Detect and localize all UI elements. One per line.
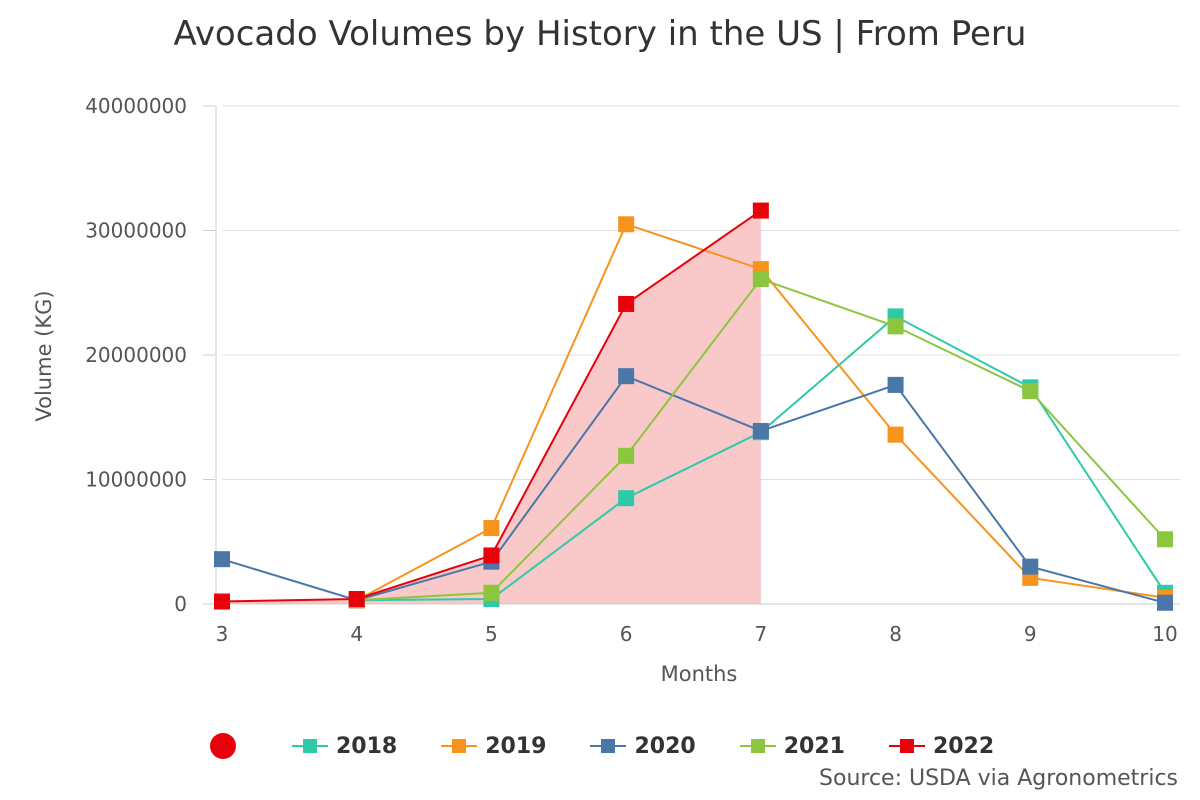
data-point-2020[interactable] xyxy=(618,368,635,385)
x-tick-label: 8 xyxy=(889,622,902,646)
data-point-2021[interactable] xyxy=(618,447,635,464)
data-point-2022[interactable] xyxy=(348,591,365,608)
data-point-2021[interactable] xyxy=(752,271,769,288)
legend-line-marker-icon xyxy=(888,739,925,753)
data-point-2022[interactable] xyxy=(214,593,230,610)
data-point-2019[interactable] xyxy=(887,426,904,443)
series-2022 xyxy=(214,202,769,610)
y-tick-label: 10000000 xyxy=(85,468,187,492)
legend-line-marker-icon xyxy=(441,739,478,753)
y-tick-label: 0 xyxy=(174,592,187,616)
legend-label: 2020 xyxy=(634,733,696,759)
legend-record-dot-icon xyxy=(210,733,236,759)
x-axis-title: Months xyxy=(661,662,738,686)
x-tick-label: 3 xyxy=(216,622,229,646)
series-line-2018 xyxy=(356,315,1166,602)
legend-item-2019[interactable]: 2019 xyxy=(441,734,546,759)
data-point-2020[interactable] xyxy=(752,422,769,439)
legend-line-marker-icon xyxy=(292,739,328,753)
x-tick-label: 4 xyxy=(350,622,363,646)
legend-line-marker-icon xyxy=(590,739,627,753)
legend-label: 2018 xyxy=(336,733,398,759)
legend-label: 2021 xyxy=(783,733,845,759)
series-line-2020 xyxy=(221,374,1166,604)
x-tick-label: 6 xyxy=(620,622,633,646)
data-point-2022[interactable] xyxy=(483,547,500,564)
data-point-2022[interactable] xyxy=(618,295,635,312)
data-point-2022[interactable] xyxy=(752,202,769,219)
legend: 2018 2019 2020 2021 2022 xyxy=(210,728,1038,764)
data-point-2018[interactable] xyxy=(618,490,635,507)
y-tick-label: 40000000 xyxy=(85,94,187,118)
axis-layer: 0 10000000 20000000 30000000 40000000 3 4 5 6 7 8 9… xyxy=(85,94,1180,646)
data-point-2019[interactable] xyxy=(483,520,500,537)
legend-item-2020[interactable]: 2020 xyxy=(590,733,696,759)
x-tick-label: 10 xyxy=(1152,622,1177,646)
data-point-2020[interactable] xyxy=(214,551,230,568)
data-point-2021[interactable] xyxy=(483,584,500,601)
legend-item-2021[interactable]: 2021 xyxy=(739,733,845,759)
legend-item-2022[interactable]: 2022 xyxy=(888,733,995,759)
data-point-2020[interactable] xyxy=(887,376,904,393)
data-point-2021[interactable] xyxy=(1157,531,1173,548)
y-tick-label: 30000000 xyxy=(85,219,187,243)
x-tick-label: 9 xyxy=(1024,622,1037,646)
legend-line-marker-icon xyxy=(739,739,776,753)
data-point-2020[interactable] xyxy=(1157,594,1173,611)
y-tick-label: 20000000 xyxy=(85,343,187,367)
x-tick-label: 7 xyxy=(754,622,767,646)
data-point-2019[interactable] xyxy=(618,216,635,233)
x-tick-label: 5 xyxy=(485,622,498,646)
series-layer xyxy=(214,202,1173,611)
legend-item-2018[interactable]: 2018 xyxy=(292,734,397,759)
y-axis-title: Volume (KG) xyxy=(32,290,56,421)
legend-label: 2019 xyxy=(485,733,547,759)
data-point-2020[interactable] xyxy=(1022,558,1039,575)
source-note: Source: USDA via Agronometrics xyxy=(819,766,1178,791)
chart-title: Avocado Volumes by History in the US | F… xyxy=(173,14,1027,54)
data-point-2021[interactable] xyxy=(1022,383,1039,400)
data-point-2021[interactable] xyxy=(887,318,904,335)
legend-label: 2022 xyxy=(932,733,995,759)
chart-plot: 0 10000000 20000000 30000000 40000000 3 4 5 6 7 8 9… xyxy=(32,94,1180,686)
shaded-area-2022 xyxy=(222,210,761,604)
shaded-area-layer xyxy=(222,210,761,604)
